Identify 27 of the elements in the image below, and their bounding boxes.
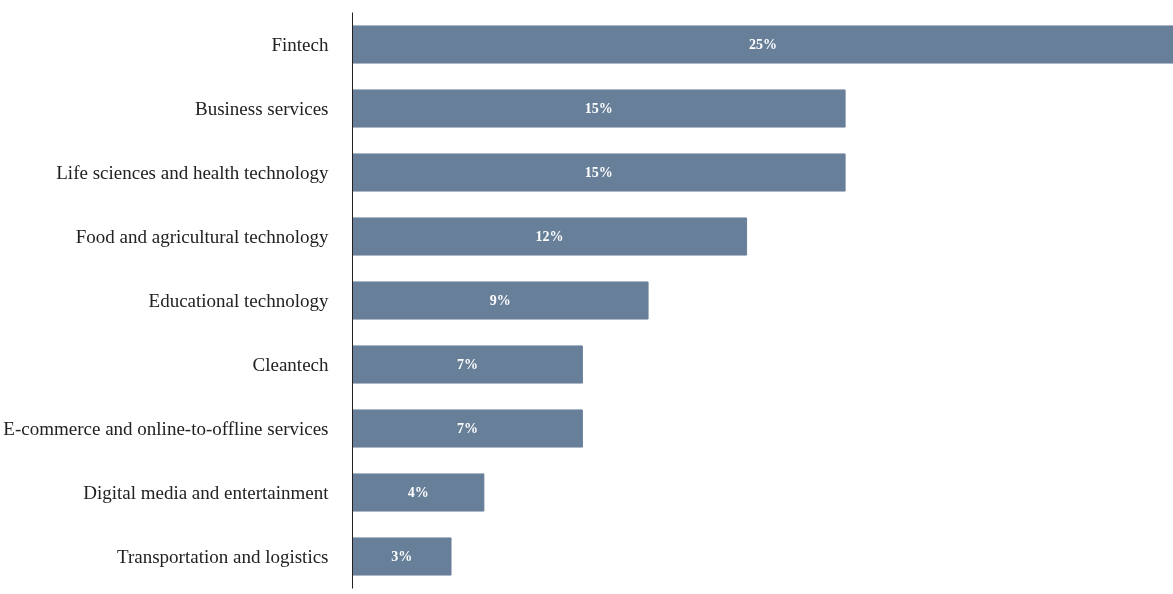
data-label: 4% xyxy=(407,485,429,500)
y-tick-label: Life sciences and health technology xyxy=(56,162,329,183)
y-tick-label: Food and agricultural technology xyxy=(75,226,329,247)
data-label: 3% xyxy=(391,549,413,564)
y-tick-label: Educational technology xyxy=(148,290,329,311)
data-label: 9% xyxy=(489,293,511,308)
bar xyxy=(352,473,485,512)
bar xyxy=(352,217,748,256)
data-label: 7% xyxy=(456,421,478,436)
y-tick-label: E-commerce and online-to-offline services xyxy=(3,418,329,439)
y-tick-label: Digital media and entertainment xyxy=(83,482,330,503)
y-tick-label: Cleantech xyxy=(252,354,329,375)
y-tick-label: Business services xyxy=(194,98,329,119)
bar xyxy=(352,345,583,384)
data-label: 7% xyxy=(456,357,478,372)
bar xyxy=(352,153,846,192)
y-tick-label: Fintech xyxy=(271,34,329,55)
y-tick-label: Transportation and logistics xyxy=(117,546,329,567)
bar xyxy=(352,89,846,128)
data-label: 12% xyxy=(535,229,564,244)
bar xyxy=(352,409,583,448)
data-label: 15% xyxy=(584,165,613,180)
data-label: 25% xyxy=(749,37,777,52)
bar xyxy=(352,25,1173,64)
bar xyxy=(352,537,452,576)
data-label: 15% xyxy=(584,101,613,116)
bar xyxy=(352,281,649,320)
